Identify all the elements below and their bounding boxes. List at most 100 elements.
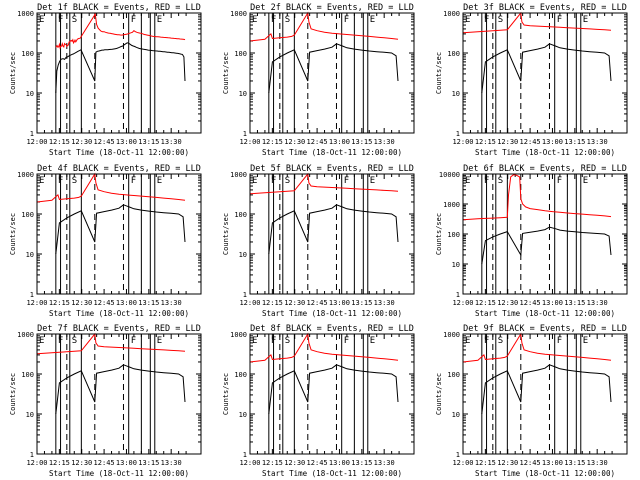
y-tick-label: 10000 <box>439 171 460 179</box>
x-axis-label: Start Time (18-Oct-11 12:00:00) <box>262 309 402 318</box>
x-tick-label: 13:15 <box>564 459 585 467</box>
plot-frame <box>36 12 202 134</box>
x-axis-label: Start Time (18-Oct-11 12:00:00) <box>475 469 615 478</box>
x-tick-label: 12:15 <box>49 138 70 146</box>
x-tick-label: 12:00 <box>239 138 260 146</box>
panel-det-8: Det 8f BLACK = Events, RED = LLD Counts/s… <box>222 324 415 478</box>
x-tick-label: 12:30 <box>497 299 518 307</box>
x-tick-label: 13:30 <box>161 459 182 467</box>
events-series-line <box>268 364 399 415</box>
x-tick-label: 13:30 <box>161 138 182 146</box>
y-tick-label: 1000 <box>443 331 460 339</box>
y-tick-label: 10 <box>239 90 247 98</box>
y-tick-label: 1 <box>456 130 460 138</box>
y-tick-label: 10 <box>452 261 460 269</box>
time-marker-label: E <box>370 336 375 346</box>
y-tick-label: 1000 <box>443 201 460 209</box>
x-tick-label: 12:45 <box>520 299 541 307</box>
x-tick-label: 12:15 <box>49 299 70 307</box>
panel-title: Det 8f BLACK = Events, RED = LLD <box>250 324 414 334</box>
panel-det-5: Det 5f BLACK = Events, RED = LLD Counts/s… <box>222 164 415 318</box>
lld-series-line <box>55 12 186 50</box>
lld-series-line <box>249 11 399 42</box>
x-tick-label: 13:00 <box>329 299 350 307</box>
x-tick-label: 13:15 <box>564 138 585 146</box>
x-tick-label: 13:30 <box>161 299 182 307</box>
plot-frame <box>462 173 628 295</box>
x-tick-label: 12:45 <box>307 299 328 307</box>
x-tick-label: 12:45 <box>520 459 541 467</box>
x-tick-label: 13:30 <box>587 299 608 307</box>
y-axis-label: Counts/sec <box>222 52 230 94</box>
events-series-line <box>481 226 612 265</box>
y-tick-label: 1000 <box>230 171 247 179</box>
y-tick-label: 100 <box>447 231 460 239</box>
x-tick-label: 13:00 <box>329 138 350 146</box>
y-tick-label: 1000 <box>17 10 34 18</box>
x-tick-label: 12:15 <box>475 299 496 307</box>
lld-series-line <box>462 11 612 34</box>
time-marker-label: S <box>498 336 503 346</box>
x-tick-label: 13:00 <box>542 299 563 307</box>
x-tick-label: 13:15 <box>138 459 159 467</box>
panel-det-2: Det 2f BLACK = Events, RED = LLD Counts/s… <box>222 3 415 157</box>
x-tick-label: 12:00 <box>452 138 473 146</box>
time-marker-label: S <box>72 15 77 25</box>
y-tick-label: 10 <box>26 90 34 98</box>
time-marker-label: F <box>131 336 136 346</box>
panel-det-9: Det 9f BLACK = Events, RED = LLD Counts/s… <box>435 324 628 478</box>
x-tick-label: 12:30 <box>71 138 92 146</box>
y-tick-label: 10 <box>239 411 247 419</box>
x-tick-label: 12:00 <box>26 459 47 467</box>
x-tick-label: 13:00 <box>116 138 137 146</box>
x-tick-label: 12:30 <box>497 459 518 467</box>
x-tick-label: 13:00 <box>116 459 137 467</box>
y-tick-label: 100 <box>21 50 34 58</box>
y-tick-label: 1000 <box>443 10 460 18</box>
lld-series-line <box>249 172 399 195</box>
y-tick-label: 100 <box>234 50 247 58</box>
x-axis-label: Start Time (18-Oct-11 12:00:00) <box>475 148 615 157</box>
time-marker-label: E <box>252 15 257 25</box>
plot-frame <box>36 173 202 295</box>
x-tick-label: 12:30 <box>284 459 305 467</box>
time-marker-label: E <box>39 176 44 186</box>
x-tick-label: 13:30 <box>374 459 395 467</box>
panel-title: Det 3f BLACK = Events, RED = LLD <box>463 3 627 13</box>
x-tick-label: 12:15 <box>262 138 283 146</box>
x-tick-label: 13:30 <box>587 459 608 467</box>
y-tick-label: 10 <box>239 251 247 259</box>
x-axis-label: Start Time (18-Oct-11 12:00:00) <box>262 469 402 478</box>
time-marker-label: E <box>39 336 44 346</box>
y-tick-label: 1 <box>456 451 460 459</box>
events-series-line <box>268 204 399 255</box>
lld-series-line <box>462 332 612 363</box>
x-tick-label: 13:00 <box>542 138 563 146</box>
y-tick-label: 1 <box>30 130 34 138</box>
panel-det-1: Det 1f BLACK = Events, RED = LLD Counts/s… <box>9 3 202 157</box>
x-tick-label: 12:15 <box>262 299 283 307</box>
x-tick-label: 13:00 <box>116 299 137 307</box>
time-marker-label: E <box>252 176 257 186</box>
time-marker-label: E <box>157 15 162 25</box>
time-marker-label: E <box>252 336 257 346</box>
x-tick-label: 13:15 <box>564 299 585 307</box>
time-marker-label: F <box>344 15 349 25</box>
time-marker-label: E <box>370 15 375 25</box>
y-axis-label: Counts/sec <box>222 213 230 255</box>
panel-det-7: Det 7f BLACK = Events, RED = LLD Counts/s… <box>9 324 202 478</box>
plot-frame <box>36 333 202 455</box>
x-tick-label: 12:45 <box>307 138 328 146</box>
events-series-line <box>268 43 399 94</box>
y-tick-label: 1000 <box>230 331 247 339</box>
time-marker-label: E <box>583 15 588 25</box>
x-tick-label: 12:00 <box>26 138 47 146</box>
y-tick-label: 1000 <box>230 10 247 18</box>
panel-det-4: Det 4f BLACK = Events, RED = LLD Counts/s… <box>9 164 202 318</box>
y-tick-label: 1 <box>30 291 34 299</box>
x-tick-label: 12:15 <box>262 459 283 467</box>
time-marker-label: F <box>557 15 562 25</box>
x-axis-label: Start Time (18-Oct-11 12:00:00) <box>262 148 402 157</box>
y-tick-label: 10 <box>452 90 460 98</box>
x-tick-label: 12:45 <box>94 299 115 307</box>
